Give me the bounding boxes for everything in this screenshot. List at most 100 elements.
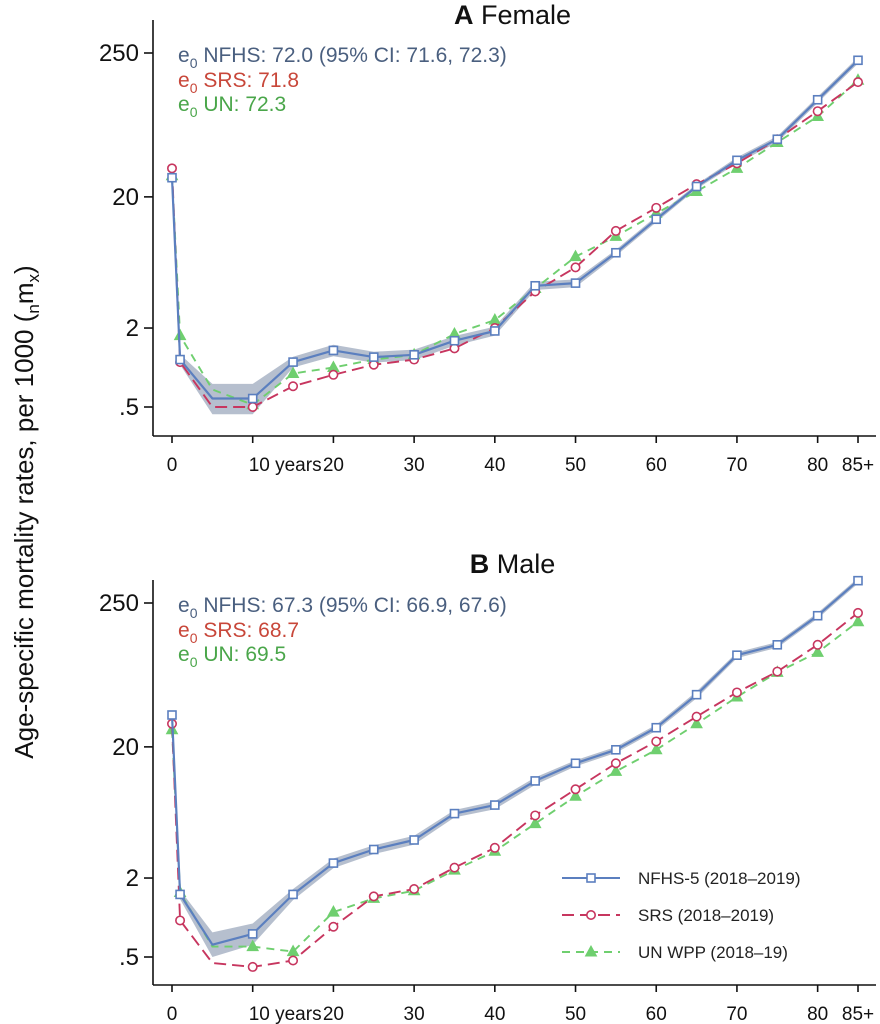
un-series-line <box>171 620 859 953</box>
y-tick-label: 20 <box>112 184 139 211</box>
x-tick-label: 80 <box>807 1004 828 1024</box>
e0-prefix: e <box>178 44 190 67</box>
x-tick-label: 70 <box>726 1004 747 1024</box>
nfhs-point <box>490 326 500 336</box>
x-tick-label: 0 <box>167 1004 178 1024</box>
panel-title-space <box>489 549 497 579</box>
x-tick-label: 50 <box>565 1004 586 1024</box>
legend-marker-circle <box>585 909 596 920</box>
e0-text: NFHS: 67.3 (95% CI: 66.9, 67.6) <box>197 594 506 617</box>
e0-annotation-un: e0 UN: 72.3 <box>178 93 286 120</box>
un-point <box>851 614 865 627</box>
nfhs-point <box>611 247 621 258</box>
un-point <box>811 645 824 657</box>
e0-text: SRS: 68.7 <box>197 619 299 642</box>
nfhs-point <box>570 758 581 769</box>
x-tick-label: 30 <box>404 1004 425 1024</box>
nfhs-point <box>772 134 783 145</box>
e0-subscript: 0 <box>190 55 198 71</box>
ylabel-main: Age-specific mortality rates, per 1000 ( <box>9 313 39 758</box>
e0-subscript: 0 <box>190 104 198 120</box>
srs-point <box>167 163 178 174</box>
ylabel-close: ) <box>9 265 39 274</box>
nfhs-point <box>409 835 419 845</box>
panel-title-space <box>473 0 481 30</box>
x-tick-label: 40 <box>484 455 505 476</box>
srs-point <box>651 202 662 213</box>
nfhs-point <box>772 640 783 650</box>
nfhs-point <box>247 393 258 404</box>
nfhs-point <box>368 352 379 362</box>
e0-subscript: 0 <box>190 80 198 96</box>
legend-label-nfhs: NFHS-5 (2018–2019) <box>638 869 801 888</box>
nfhs-point <box>449 335 460 346</box>
e0-prefix: e <box>178 594 190 617</box>
nfhs-point <box>853 55 863 66</box>
srs-point <box>328 921 339 932</box>
x-tick-label: 60 <box>646 455 667 476</box>
x-tick-label: 20 <box>323 455 344 476</box>
nfhs-point <box>175 889 185 900</box>
legend-marker-triangle <box>584 944 598 957</box>
nfhs-point <box>409 350 419 360</box>
nfhs-point <box>167 172 177 183</box>
srs-point <box>328 369 339 380</box>
srs-point <box>409 883 420 894</box>
x-tick-label: 30 <box>404 455 425 476</box>
nfhs-point <box>812 610 823 621</box>
srs-point <box>852 607 863 618</box>
nfhs-point <box>530 280 540 291</box>
x-tick-label: 60 <box>646 1004 667 1024</box>
y-tick-label: 2 <box>126 865 139 892</box>
e0-prefix: e <box>178 619 190 642</box>
y-tick-label: .5 <box>119 944 139 971</box>
un-point <box>609 764 623 776</box>
nfhs-point <box>651 214 662 225</box>
ylabel-sub-n: n <box>24 304 43 313</box>
srs-point <box>175 915 186 926</box>
panel-title-letter: B <box>470 549 490 579</box>
e0-text: UN: 72.3 <box>197 93 286 116</box>
srs-point <box>449 862 460 873</box>
nfhs-point <box>530 776 540 786</box>
srs-point <box>610 225 621 236</box>
nfhs-point <box>288 357 298 367</box>
x-tick-label: 85+ <box>842 1004 874 1024</box>
e0-annotation-nfhs: e0 NFHS: 67.3 (95% CI: 66.9, 67.6) <box>178 594 507 621</box>
e0-prefix: e <box>178 69 190 92</box>
legend-marker-square <box>586 873 596 883</box>
x-tick-label: 20 <box>323 1004 344 1024</box>
x-tick-label: 85+ <box>842 455 874 476</box>
e0-annotation-srs: e0 SRS: 71.8 <box>178 69 299 96</box>
nfhs-point <box>490 800 500 810</box>
srs-point <box>651 736 662 747</box>
srs-point <box>812 106 823 117</box>
un-point <box>246 939 260 952</box>
srs-point <box>852 77 863 88</box>
srs-point <box>530 810 541 821</box>
nfhs-point <box>853 575 863 586</box>
e0-text: NFHS: 72.0 (95% CI: 71.6, 72.3) <box>197 44 506 67</box>
srs-point <box>247 401 258 412</box>
srs-point <box>691 711 702 722</box>
nfhs-point <box>247 929 258 939</box>
srs-point <box>570 262 581 273</box>
panel-title: B Male <box>470 549 556 579</box>
un-point <box>488 313 502 325</box>
y-tick-label: 20 <box>112 734 139 761</box>
e0-annotation-nfhs: e0 NFHS: 72.0 (95% CI: 71.6, 72.3) <box>178 44 507 71</box>
panel-title-name: Female <box>481 0 571 30</box>
x-tick-label: 70 <box>726 455 747 476</box>
panel-title-name: Male <box>497 549 556 579</box>
un-point <box>649 742 663 755</box>
srs-point <box>288 381 299 392</box>
ylabel-sub-x: x <box>24 273 43 282</box>
nfhs-confidence-band <box>172 578 858 957</box>
nfhs-point <box>328 858 339 868</box>
e0-prefix: e <box>178 93 190 116</box>
x-tick-label: 10 years <box>249 455 322 476</box>
un-series-line <box>171 79 859 406</box>
x-tick-label: 50 <box>565 455 586 476</box>
y-tick-label: .5 <box>119 394 139 421</box>
